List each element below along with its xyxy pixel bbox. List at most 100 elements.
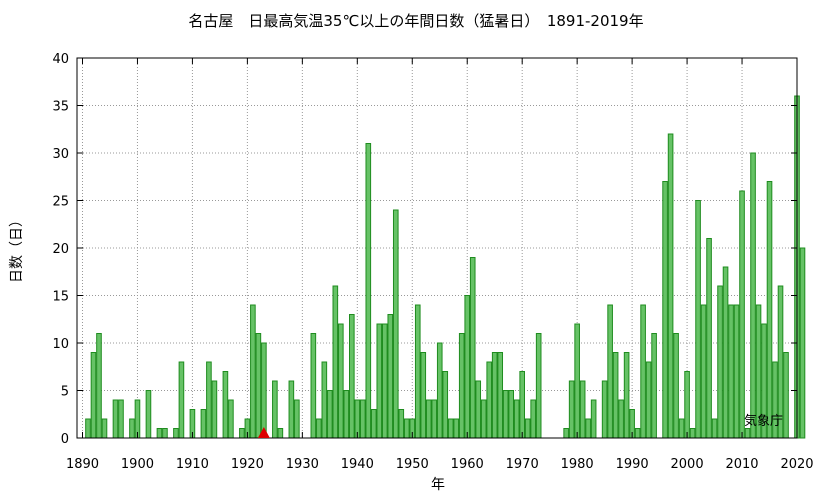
y-tick-label: 40: [52, 52, 69, 67]
x-tick-label: 1980: [561, 457, 594, 472]
bar-1992: [640, 304, 646, 439]
bar-2002: [695, 200, 701, 439]
bar-2021: [799, 247, 806, 439]
y-axis-label: 日数（日）: [9, 213, 25, 283]
bar-1997: [667, 133, 674, 439]
y-tick-label: 10: [52, 337, 69, 352]
bar-1934: [321, 361, 328, 439]
bar-1893: [96, 333, 102, 439]
bar-1902: [145, 390, 152, 439]
bar-1970: [519, 371, 525, 439]
bar-1989: [623, 352, 630, 439]
bar-2011: [744, 428, 751, 439]
bar-1919: [239, 428, 245, 439]
x-tick-label: 1970: [506, 457, 539, 472]
bar-1972: [530, 399, 536, 439]
bar-1956: [442, 371, 449, 439]
bar-1985: [601, 380, 608, 439]
bar-2009: [733, 304, 740, 439]
bar-1941: [359, 399, 366, 439]
bar-2005: [711, 418, 718, 439]
bar-1933: [316, 418, 322, 439]
bar-1922: [255, 333, 262, 439]
bar-1987: [612, 352, 619, 439]
x-tick-label: 2010: [725, 457, 758, 472]
x-axis-label: 年: [431, 477, 445, 493]
bar-1945: [381, 323, 388, 439]
bars: [85, 95, 806, 439]
bar-1907: [173, 428, 179, 439]
bar-1913: [206, 361, 212, 439]
ticks: 1890 1900 1910 1920 1930 1940 1950 1960 1970 1980…: [52, 52, 813, 472]
bar-1957: [447, 418, 454, 439]
bar-2018: [783, 352, 789, 439]
bar-1947: [392, 209, 399, 439]
bar-2015: [766, 181, 773, 439]
bar-1943: [370, 409, 377, 439]
bar-1904: [156, 428, 163, 439]
bar-1917: [228, 399, 234, 439]
bar-1971: [524, 418, 531, 439]
bar-1929: [294, 399, 300, 439]
bar-1954: [431, 399, 438, 439]
bar-1993: [645, 361, 652, 439]
x-tick-label: 1960: [451, 457, 484, 472]
bar-1953: [425, 399, 432, 439]
bar-1986: [607, 304, 613, 439]
bar-1998: [673, 333, 679, 439]
bar-1905: [162, 428, 168, 439]
bar-1962: [475, 380, 482, 439]
bar-1965: [491, 352, 498, 439]
bar-1951: [414, 304, 421, 439]
bar-2007: [722, 266, 729, 439]
bar-1994: [651, 333, 657, 439]
marker-triangle: [257, 427, 270, 438]
bar-2006: [717, 285, 723, 439]
bar-1936: [332, 285, 339, 439]
bar-1973: [535, 333, 542, 439]
bar-1964: [486, 361, 493, 439]
bar-1894: [101, 418, 108, 439]
bar-1896: [112, 399, 119, 439]
bar-2012: [750, 152, 756, 439]
bar-1982: [585, 418, 591, 439]
chart-title: 名古屋 日最高気温35℃以上の年間日数（猛暑日） 1891-2019年: [188, 12, 643, 30]
bar-1937: [338, 323, 344, 439]
bar-1988: [618, 399, 624, 439]
bar-1991: [634, 428, 641, 439]
bar-1891: [85, 418, 91, 439]
bar-2000: [684, 371, 690, 439]
bar-1963: [480, 399, 487, 439]
bar-1944: [376, 323, 383, 439]
y-tick-label: 20: [52, 242, 69, 257]
x-tick-label: 1940: [341, 457, 374, 472]
marker: [257, 427, 270, 438]
bar-1980: [574, 323, 580, 439]
bar-1908: [178, 361, 185, 439]
y-tick-label: 0: [61, 432, 69, 447]
bar-1966: [497, 352, 504, 439]
bar-1981: [579, 380, 586, 439]
bar-1921: [250, 304, 256, 439]
x-tick-label: 1990: [616, 457, 649, 472]
bar-2003: [700, 304, 707, 439]
bar-1969: [513, 399, 520, 439]
bar-1899: [129, 418, 135, 439]
bar-1926: [277, 428, 284, 439]
bar-1999: [678, 418, 685, 439]
bar-1942: [365, 143, 372, 439]
bar-1958: [453, 418, 460, 439]
bar-1979: [568, 380, 575, 439]
x-tick-label: 1910: [176, 457, 209, 472]
x-tick-label: 1950: [396, 457, 429, 472]
x-tick-label: 1930: [286, 457, 319, 472]
y-tick-label: 35: [52, 100, 69, 115]
bar-2001: [689, 428, 696, 439]
y-tick-label: 25: [52, 195, 69, 210]
bar-1968: [508, 390, 515, 439]
bar-1952: [420, 352, 427, 439]
bar-1932: [310, 333, 317, 439]
credit-label: 気象庁: [744, 413, 783, 429]
bar-1912: [200, 409, 207, 439]
